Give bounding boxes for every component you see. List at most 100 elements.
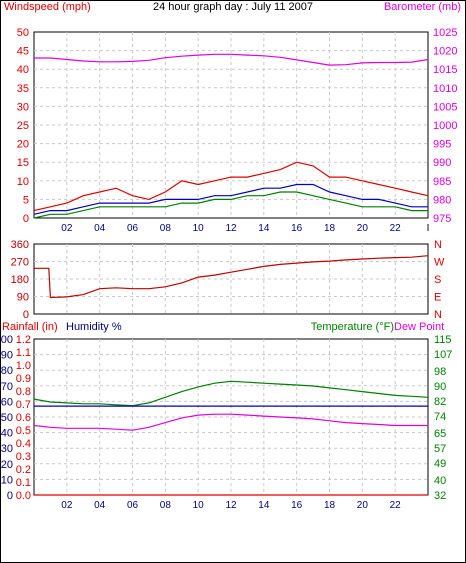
rain-panel-x-tick-label: 08 <box>160 500 172 511</box>
rainfall-tick-label: 0.3 <box>16 451 31 463</box>
wind-panel-series-1 <box>33 161 429 212</box>
compass-label: N <box>434 309 442 321</box>
temperature-tick-label: 107 <box>434 349 452 361</box>
rainfall-tick-label: 0.6 <box>16 412 31 424</box>
windspeed-axis-title: Windspeed (mph) <box>4 1 91 13</box>
wind-panel-x-tick-label: 20 <box>357 223 369 234</box>
rainfall-tick-label: 0.9 <box>16 373 31 385</box>
barometer-axis-title: Barometer (mb) <box>384 1 461 13</box>
temperature-tick-label: 57 <box>434 443 446 455</box>
wind-panel-x-tick-label: 14 <box>258 223 270 234</box>
temperature-tick-label: 115 <box>434 334 452 346</box>
rainfall-tick-label: 1.1 <box>16 347 31 359</box>
rain-panel-series-0 <box>33 380 429 407</box>
rain-panel-x-tick-label: 20 <box>357 500 369 511</box>
barometer-tick-label: 1020 <box>433 46 457 58</box>
humidity-tick-label: 50 <box>1 412 13 424</box>
chart-title: 24 hour graph day : July 11 2007 <box>153 1 313 13</box>
windspeed-tick-label: 15 <box>17 157 29 169</box>
humidity-tick-label: 60 <box>1 396 13 408</box>
temperature-tick-label: 32 <box>434 490 446 502</box>
rain-panel-x-tick-label: 06 <box>127 500 139 511</box>
humidity-tick-label: 20 <box>1 459 13 471</box>
windspeed-tick-label: 35 <box>17 83 29 95</box>
rain-panel-x-tick-label: 12 <box>225 500 237 511</box>
compass-label: S <box>434 274 441 286</box>
rainfall-tick-label: 0.5 <box>16 425 31 437</box>
wind-panel-x-tick-label: 16 <box>291 223 303 234</box>
dewpoint-axis-title: Dew Point <box>394 321 444 333</box>
humidity-tick-label: 0 <box>7 490 13 502</box>
humidity-tick-label: 10 <box>1 474 13 486</box>
rainfall-tick-label: 0.0 <box>16 490 31 502</box>
rain-panel-x-tick-label: 14 <box>258 500 270 511</box>
humidity-tick-label: 40 <box>1 428 13 440</box>
humidity-tick-label: 30 <box>1 443 13 455</box>
temperature-tick-label: 65 <box>434 428 446 440</box>
rainfall-tick-label: 0.7 <box>16 399 31 411</box>
temperature-tick-label: 40 <box>434 475 446 487</box>
windspeed-tick-label: 5 <box>23 194 29 206</box>
windspeed-tick-label: 20 <box>17 139 29 151</box>
barometer-tick-label: 995 <box>433 139 451 151</box>
windspeed-tick-label: 10 <box>17 176 29 188</box>
barometer-tick-label: 975 <box>433 213 451 225</box>
direction-tick-label: 0 <box>23 309 29 321</box>
wind-panel-series-2 <box>33 183 428 215</box>
windspeed-tick-label: 50 <box>17 27 29 39</box>
rainfall-tick-label: 0.4 <box>16 438 31 450</box>
compass-label: W <box>434 257 445 269</box>
windspeed-tick-label: 25 <box>17 120 29 132</box>
temperature-tick-label: 82 <box>434 396 446 408</box>
rainfall-tick-label: 1.0 <box>16 360 31 372</box>
wind-panel-series-0 <box>34 53 429 66</box>
windspeed-tick-label: 0 <box>23 213 29 225</box>
wind-panel-series-3 <box>33 191 428 219</box>
rain-panel-x-tick-label: 04 <box>94 500 106 511</box>
rainfall-tick-label: 1.2 <box>16 334 31 346</box>
x-end-mark: I <box>427 223 430 234</box>
humidity-tick-label: 80 <box>1 365 13 377</box>
direction-panel-frame <box>33 243 429 315</box>
rain-panel-x-tick-label: 10 <box>193 500 205 511</box>
rain-panel-series-1 <box>33 413 428 431</box>
rainfall-axis-title: Rainfall (in) <box>2 321 58 333</box>
humidity-axis-title: Humidity % <box>66 321 122 333</box>
wind-panel-x-tick-label: 22 <box>390 223 402 234</box>
barometer-tick-label: 980 <box>433 194 451 206</box>
rain-panel-x-tick-label: 22 <box>390 500 402 511</box>
wind-panel-x-tick-label: 02 <box>61 223 73 234</box>
direction-tick-label: 360 <box>11 239 29 251</box>
compass-label: N <box>434 239 442 251</box>
rainfall-tick-label: 0.2 <box>16 464 31 476</box>
temperature-tick-label: 74 <box>434 411 446 423</box>
direction-tick-label: 270 <box>11 257 29 269</box>
wind-panel-x-tick-label: 04 <box>94 223 106 234</box>
barometer-tick-label: 1005 <box>433 101 457 113</box>
barometer-tick-label: 990 <box>433 157 451 169</box>
windspeed-tick-label: 45 <box>17 46 29 58</box>
compass-label: E <box>434 292 441 304</box>
windspeed-tick-label: 40 <box>17 64 29 76</box>
barometer-tick-label: 985 <box>433 176 451 188</box>
direction-series-0 <box>34 255 429 299</box>
temperature-tick-label: 98 <box>434 366 446 378</box>
barometer-tick-label: 1025 <box>433 27 457 39</box>
temperature-tick-label: 49 <box>434 458 446 470</box>
humidity-tick-label: 90 <box>1 350 13 362</box>
direction-tick-label: 90 <box>17 292 29 304</box>
barometer-tick-label: 1010 <box>433 83 457 95</box>
humidity-tick-label: 70 <box>1 381 13 393</box>
windspeed-tick-label: 30 <box>17 101 29 113</box>
rain-panel-x-tick-label: 18 <box>324 500 336 511</box>
wind-panel-x-tick-label: 18 <box>324 223 336 234</box>
direction-tick-label: 180 <box>11 274 29 286</box>
humidity-tick-label: 100 <box>0 334 13 346</box>
rainfall-tick-label: 0.1 <box>16 477 31 489</box>
wind-panel-x-tick-label: 10 <box>193 223 205 234</box>
barometer-tick-label: 1000 <box>433 120 457 132</box>
barometer-tick-label: 1015 <box>433 64 457 76</box>
temperature-axis-title: Temperature (°F) <box>311 321 394 333</box>
rainfall-tick-label: 0.8 <box>16 386 31 398</box>
